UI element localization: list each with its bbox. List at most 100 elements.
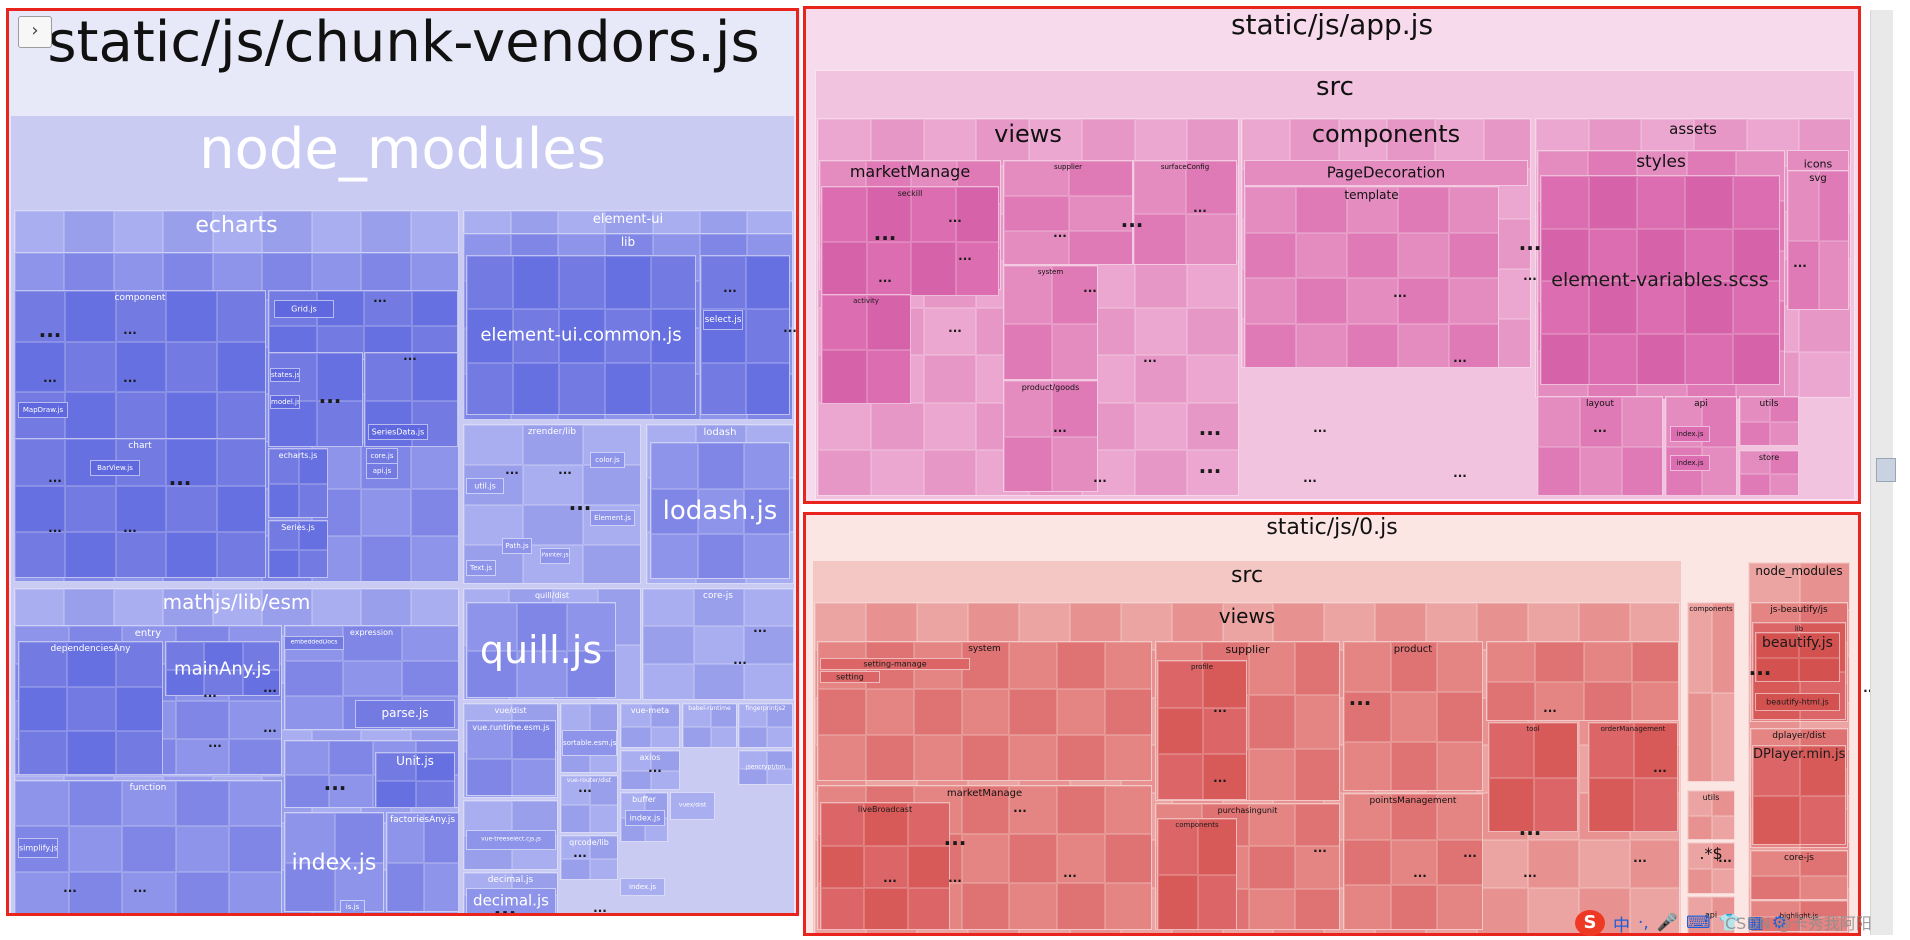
module-leaf[interactable]	[697, 488, 745, 535]
module-leaf[interactable]	[739, 726, 767, 747]
module-leaf[interactable]	[1294, 695, 1339, 749]
module-leaf[interactable]	[387, 863, 424, 911]
module-leaf[interactable]	[1057, 882, 1106, 929]
module-leaf[interactable]	[651, 256, 695, 310]
module-leaf[interactable]	[1198, 875, 1236, 929]
module-leaf[interactable]	[1390, 692, 1438, 742]
module-leaf[interactable]	[68, 781, 123, 827]
module-leaf[interactable]	[15, 211, 65, 258]
module-axios[interactable]: axios	[620, 750, 680, 790]
module-leaf[interactable]	[621, 726, 651, 747]
module-leaf[interactable]	[1819, 241, 1848, 309]
module-components-sub[interactable]: components	[1157, 818, 1237, 930]
module-leaf[interactable]	[1294, 888, 1339, 929]
module-leaf[interactable]	[1631, 682, 1678, 720]
module-lodashjs[interactable]: lodash.js	[650, 442, 790, 579]
module-barview[interactable]: BarView.js	[90, 460, 140, 476]
module-leaf[interactable]	[913, 688, 962, 736]
module-leaf[interactable]	[1390, 885, 1438, 929]
module-leaf[interactable]	[870, 402, 924, 450]
module-bufindex[interactable]: index.js	[625, 810, 665, 826]
module-leaf[interactable]	[559, 256, 605, 310]
module-leaf[interactable]	[1528, 887, 1580, 933]
module-group[interactable]	[700, 255, 790, 415]
module-leaf[interactable]	[818, 688, 866, 736]
module-leaf[interactable]	[115, 485, 167, 533]
module-leaf[interactable]	[175, 871, 230, 915]
module-leaf[interactable]	[115, 532, 167, 577]
module-leaf[interactable]	[651, 534, 698, 578]
avatar-icon[interactable]	[1876, 458, 1896, 482]
module-leaf[interactable]	[1583, 682, 1632, 720]
module-leaf[interactable]	[269, 449, 299, 484]
module-leaf[interactable]	[285, 775, 329, 807]
module-decimaljs[interactable]: decimal.js	[466, 888, 556, 914]
module-leaf[interactable]	[1057, 688, 1106, 736]
module-leaf[interactable]	[1799, 305, 1850, 353]
module-leaf[interactable]	[285, 741, 329, 775]
module-leaf[interactable]	[166, 392, 217, 441]
module-leaf[interactable]	[701, 256, 746, 310]
module-leaf[interactable]	[582, 465, 640, 505]
module-leaf[interactable]	[643, 663, 694, 699]
module-setting[interactable]: setting	[820, 671, 880, 683]
module-leaf[interactable]	[1134, 449, 1188, 495]
module-leaf[interactable]	[115, 291, 167, 342]
module-leaf[interactable]	[19, 642, 68, 687]
module-leaf[interactable]	[1051, 323, 1097, 379]
module-leaf[interactable]	[523, 505, 583, 545]
module-leaf[interactable]	[1770, 474, 1798, 495]
module-utiljs[interactable]: util.js	[466, 478, 504, 494]
module-colorjs[interactable]: color.js	[590, 452, 625, 468]
module-leaf[interactable]	[693, 663, 745, 699]
module-leaf[interactable]	[1770, 422, 1798, 445]
module-leaf[interactable]	[1186, 213, 1236, 264]
module-leaf[interactable]	[1637, 176, 1685, 229]
module-leaf[interactable]	[651, 751, 679, 771]
module-leaf[interactable]	[15, 781, 69, 827]
module-leaf[interactable]	[867, 350, 910, 403]
module-leaf[interactable]	[744, 443, 789, 489]
module-leaf[interactable]	[122, 781, 176, 827]
module-leaf[interactable]	[864, 888, 908, 929]
module-factoriesany[interactable]: factoriesAny.js	[386, 812, 459, 912]
module-leaf[interactable]	[364, 291, 412, 326]
module-leaf[interactable]	[1187, 308, 1238, 356]
module-mainany[interactable]: mainAny.js	[165, 641, 280, 696]
module-leaf[interactable]	[821, 845, 865, 889]
module-leaf[interactable]	[870, 449, 924, 495]
module-leaf[interactable]	[175, 738, 230, 774]
module-leaf[interactable]	[1751, 876, 1800, 899]
module-leaf[interactable]	[229, 781, 281, 827]
module-leaf[interactable]	[605, 362, 651, 414]
module-leaf[interactable]	[1622, 447, 1662, 495]
module-leaf[interactable]	[229, 871, 281, 915]
module-leaf[interactable]	[746, 362, 789, 414]
module-leaf[interactable]	[561, 776, 590, 805]
module-leaf[interactable]	[166, 532, 217, 577]
module-leaf[interactable]	[401, 626, 458, 661]
module-leaf[interactable]	[1487, 682, 1536, 720]
module-leaf[interactable]	[122, 826, 176, 872]
module-leaf[interactable]	[523, 465, 583, 505]
module-leaf[interactable]	[1583, 642, 1632, 682]
module-leaf[interactable]	[115, 439, 167, 486]
module-qrcode[interactable]: qrcode/lib	[560, 835, 618, 880]
module-leaf[interactable]	[651, 771, 679, 789]
module-leaf[interactable]	[166, 341, 217, 393]
module-leaf[interactable]	[1631, 642, 1678, 682]
module-leaf[interactable]	[1245, 278, 1296, 324]
module-leaf[interactable]	[865, 688, 914, 736]
module-corejs[interactable]: core-js	[1750, 850, 1848, 900]
module-leaf[interactable]	[166, 439, 217, 486]
module-leaf[interactable]	[1057, 735, 1106, 780]
module-leaf[interactable]	[467, 603, 517, 651]
module-leaf[interactable]	[821, 888, 865, 929]
module-leaf[interactable]	[467, 309, 513, 363]
module-product[interactable]: product	[1343, 641, 1483, 791]
module-textjs[interactable]: Text.js	[466, 560, 496, 576]
module-leaf[interactable]	[115, 686, 162, 732]
module-leaf[interactable]	[361, 488, 411, 536]
module-leaf[interactable]	[269, 484, 299, 517]
module-leaf[interactable]	[693, 626, 745, 664]
